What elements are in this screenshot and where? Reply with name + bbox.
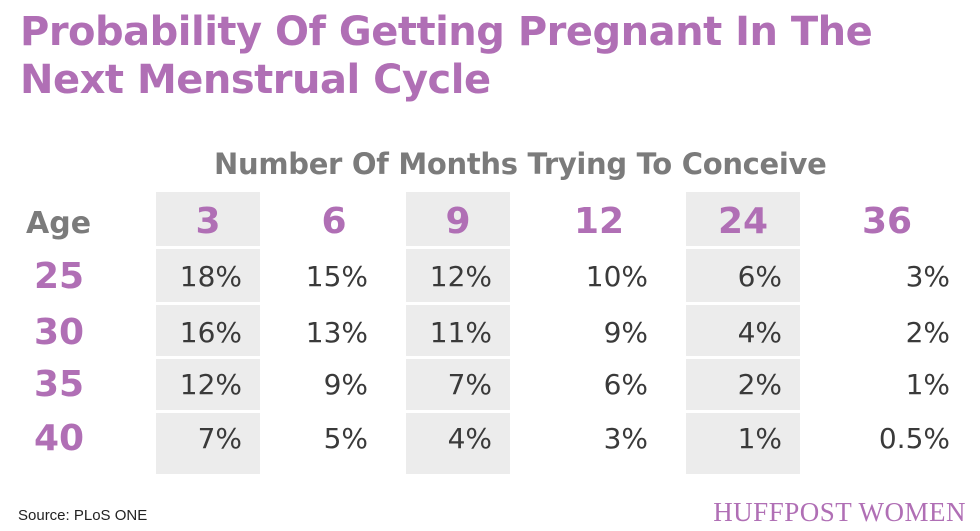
- table-cell: 5%: [323, 422, 368, 455]
- row-separator: [20, 246, 968, 249]
- column-header-9: 9: [445, 201, 471, 242]
- table-cell: 0.5%: [878, 422, 950, 455]
- table-cell: 6%: [737, 260, 782, 293]
- table-cell: 1%: [905, 368, 950, 401]
- row-header-age-40: 40: [34, 418, 85, 459]
- table-cell: 10%: [585, 260, 648, 293]
- row-separator: [20, 302, 968, 305]
- table-cell: 3%: [905, 260, 950, 293]
- table-cell: 15%: [305, 260, 368, 293]
- row-header-age-25: 25: [34, 256, 85, 297]
- row-separator: [20, 356, 968, 359]
- table-cell: 4%: [737, 316, 782, 349]
- table-cell: 1%: [737, 422, 782, 455]
- table-cell: 4%: [447, 422, 492, 455]
- row-header-age-30: 30: [34, 312, 85, 353]
- table-cell: 7%: [197, 422, 242, 455]
- table-cell: 9%: [323, 368, 368, 401]
- chart-title: Probability Of Getting Pregnant In The N…: [20, 9, 873, 103]
- column-header-3: 3: [195, 201, 221, 242]
- row-group-label: Age: [26, 206, 92, 241]
- column-header-24: 24: [717, 201, 769, 242]
- column-group-label: Number Of Months Trying To Conceive: [214, 147, 827, 181]
- row-header-age-35: 35: [34, 364, 85, 405]
- column-header-6: 6: [321, 201, 347, 242]
- row-separator: [20, 410, 968, 413]
- source-note: Source: PLoS ONE: [18, 507, 148, 524]
- table-cell: 11%: [429, 316, 492, 349]
- table-cell: 2%: [737, 368, 782, 401]
- table-cell: 12%: [179, 368, 242, 401]
- table-cell: 7%: [447, 368, 492, 401]
- table-cell: 2%: [905, 316, 950, 349]
- table-cell: 6%: [603, 368, 648, 401]
- column-band: [406, 192, 510, 474]
- table-cell: 16%: [179, 316, 242, 349]
- table-cell: 13%: [305, 316, 368, 349]
- brand-logo: HUFFPOST WOMEN: [713, 497, 966, 527]
- column-header-36: 36: [861, 201, 913, 242]
- table-cell: 3%: [603, 422, 648, 455]
- column-band: [686, 192, 800, 474]
- table-cell: 18%: [179, 260, 242, 293]
- column-band: [156, 192, 260, 474]
- column-header-12: 12: [573, 201, 625, 242]
- table-cell: 12%: [429, 260, 492, 293]
- table-cell: 9%: [603, 316, 648, 349]
